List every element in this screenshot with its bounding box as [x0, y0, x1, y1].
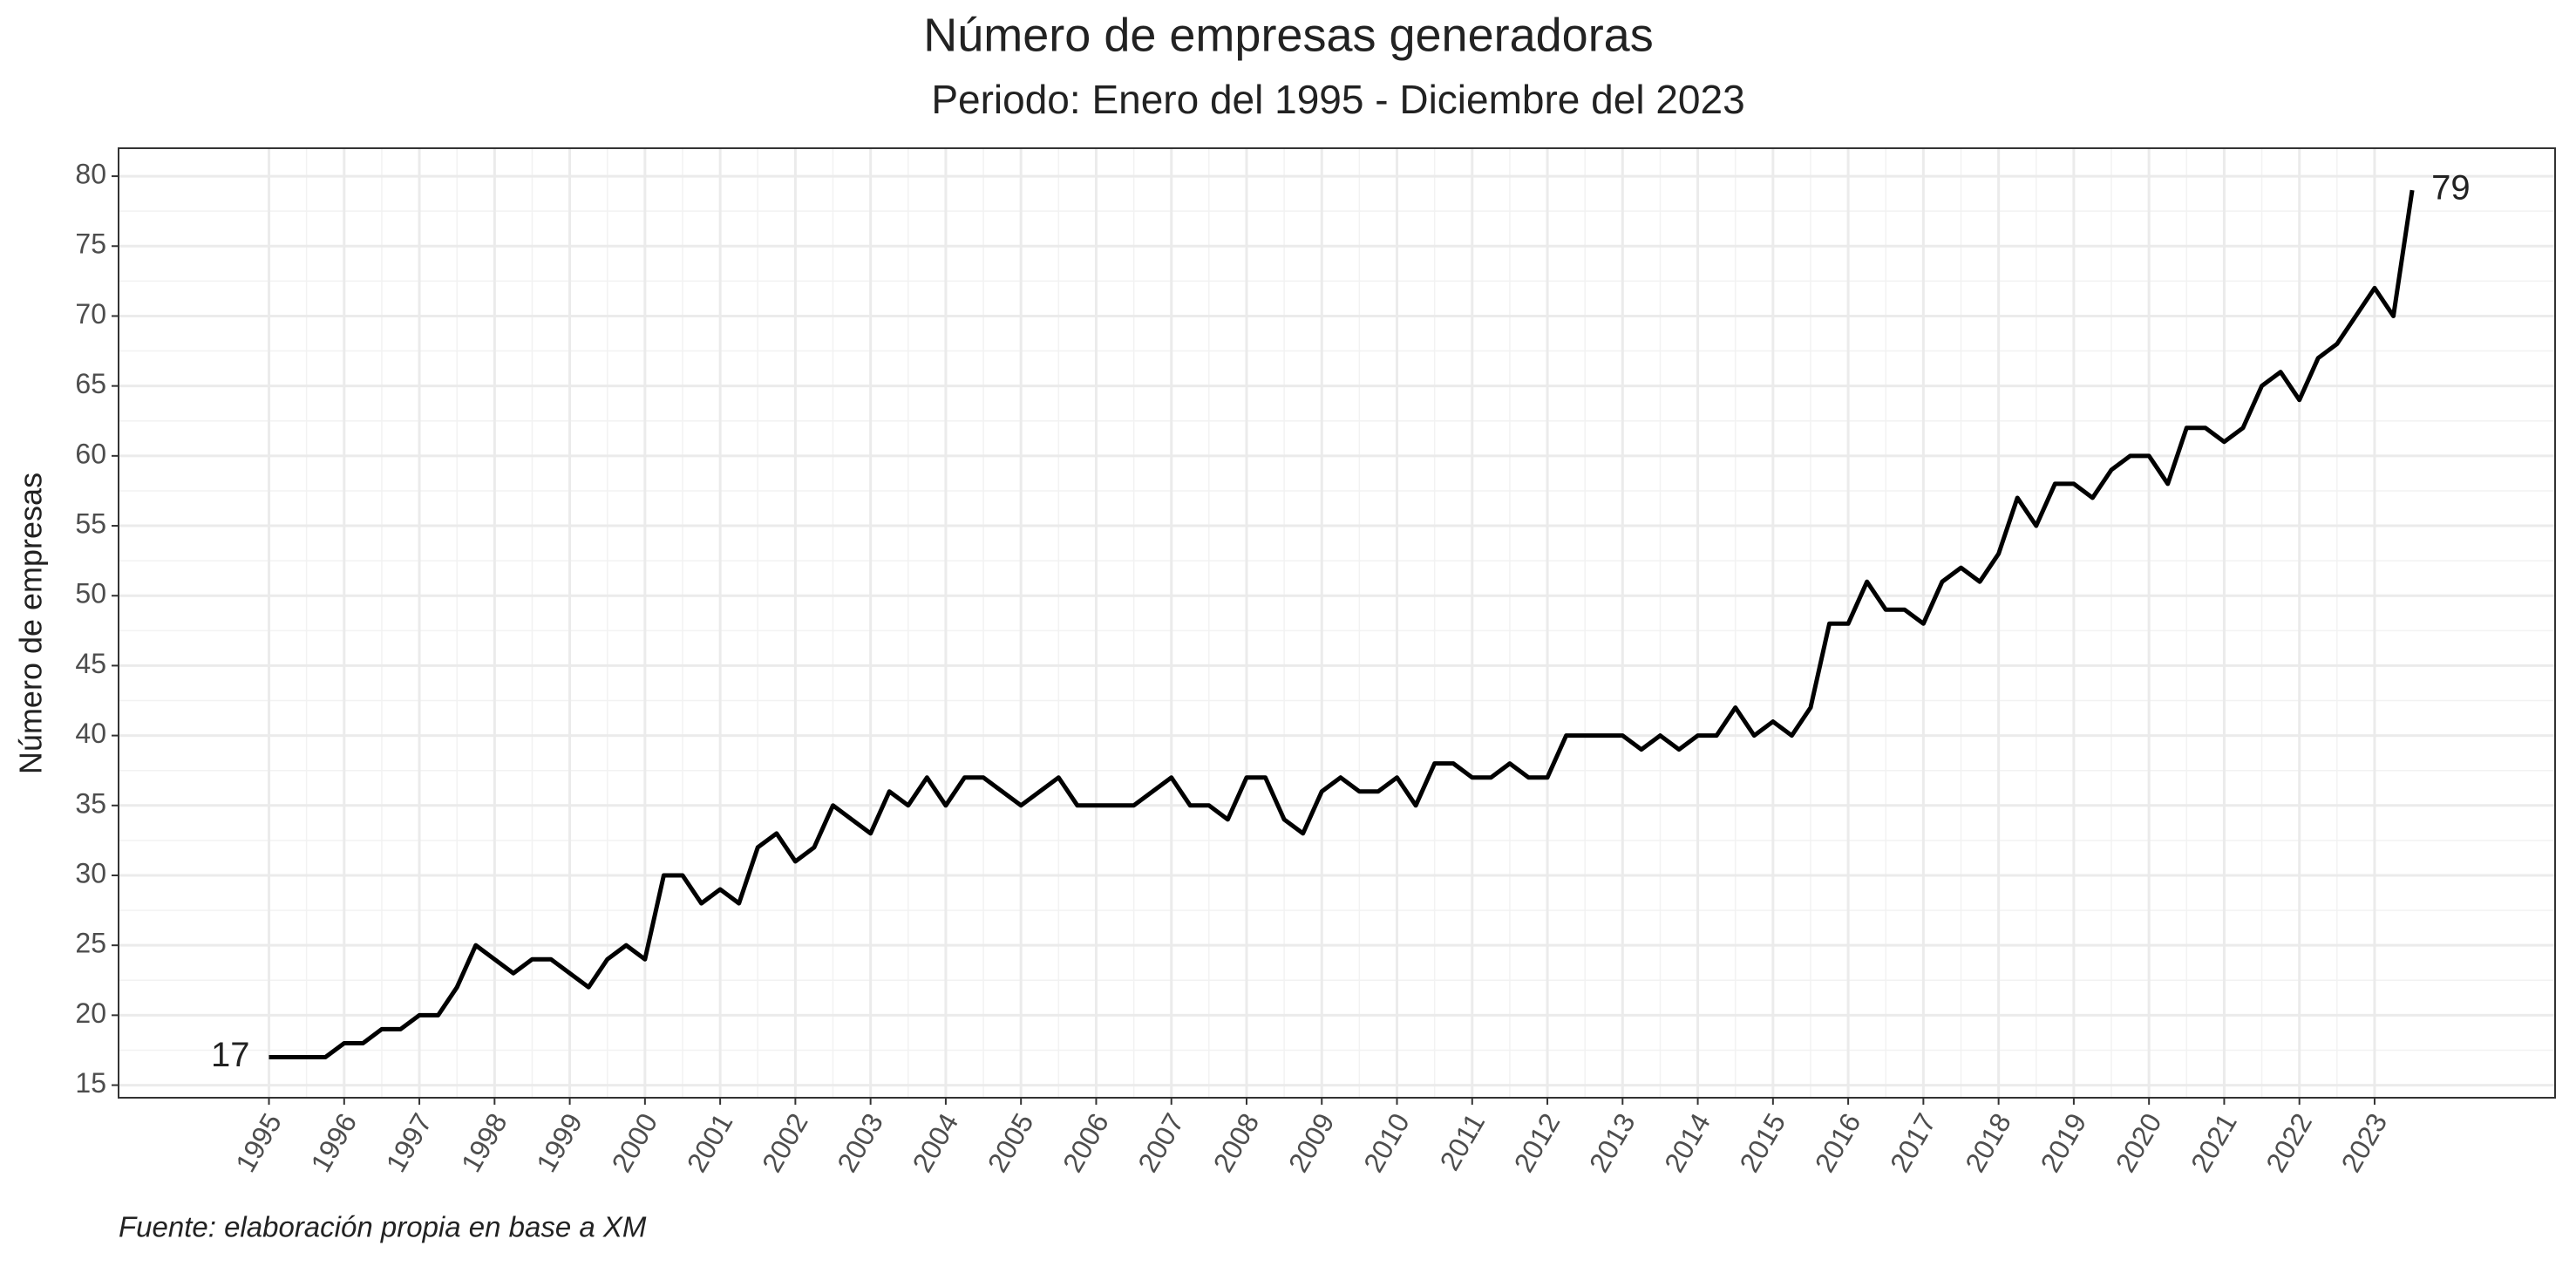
- annotation: 17: [211, 1036, 250, 1074]
- chart-title: Número de empresas generadoras: [923, 9, 1653, 61]
- y-tick-label: 75: [75, 228, 106, 260]
- y-tick-label: 35: [75, 787, 106, 819]
- plot-border: [118, 147, 2556, 1099]
- y-tick-label: 15: [75, 1067, 106, 1099]
- y-tick-label: 40: [75, 718, 106, 749]
- y-axis-label: Número de empresas: [13, 473, 49, 774]
- y-tick-label: 30: [75, 857, 106, 888]
- y-tick-label: 45: [75, 648, 106, 679]
- y-tick-label: 50: [75, 578, 106, 609]
- chart-subtitle: Periodo: Enero del 1995 - Diciembre del …: [931, 77, 1744, 122]
- annotation: 79: [2431, 169, 2471, 208]
- y-tick-label: 70: [75, 298, 106, 330]
- y-tick-label: 65: [75, 368, 106, 399]
- y-tick-label: 60: [75, 438, 106, 469]
- y-tick-label: 80: [75, 159, 106, 190]
- y-tick-label: 20: [75, 997, 106, 1029]
- caption: Fuente: elaboración propia en base a XM: [119, 1211, 647, 1243]
- y-tick-label: 55: [75, 507, 106, 539]
- y-tick-label: 25: [75, 928, 106, 959]
- data-line: [268, 189, 2415, 1059]
